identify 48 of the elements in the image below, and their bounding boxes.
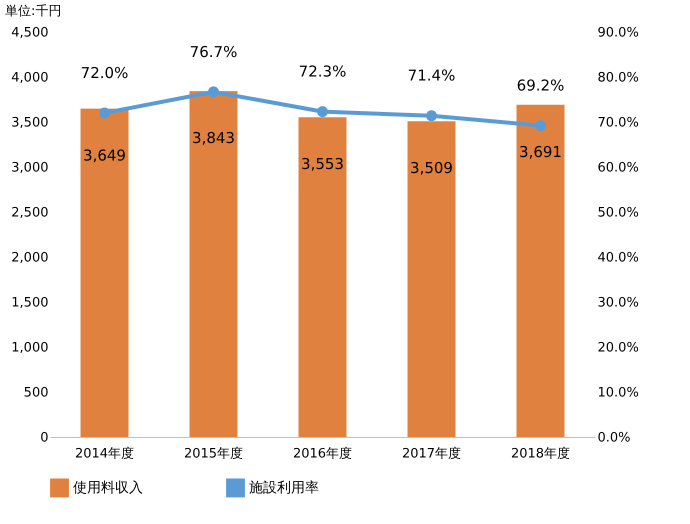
point [99,108,110,118]
data-label: 3,649 [83,146,126,165]
y-tick-label: 4,500 [11,26,48,40]
y2-tick-label: 80.0% [598,70,639,86]
data-label: 3,843 [192,129,235,148]
data-label: 71.4% [408,66,456,85]
y-tick-label: 500 [24,386,48,400]
y2-tick-label: 20.0% [598,340,639,356]
y2-tick-label: 10.0% [598,386,639,400]
y-tick-label: 1,000 [11,340,48,356]
y-tick-label: 1,500 [11,296,48,310]
y2-tick-label: 60.0% [598,160,639,176]
y-tick-label: 2,000 [11,250,48,266]
x-tick-label: 2016年度 [292,446,352,462]
x-tick-label: 2014年度 [74,446,134,462]
text: 単位:千円 [5,4,62,19]
legend-label: 使用料収入 [73,480,143,496]
y-tick-label: 3,000 [11,160,48,176]
bar [80,108,128,437]
point [535,120,546,132]
point [317,106,328,118]
x-tick-label: 2018年度 [510,446,570,462]
bar [298,117,346,437]
data-label: 69.2% [516,76,564,95]
bar [516,104,564,437]
y-tick-label: 4,000 [11,70,48,86]
y2-tick-label: 90.0% [598,26,639,40]
y2-tick-label: 0.0% [598,430,631,446]
data-label: 72.3% [298,62,346,81]
data-label: 3,553 [301,155,344,174]
bar [190,91,238,437]
point [426,110,437,122]
y2-tick-label: 70.0% [598,116,639,130]
data-label: 3,691 [519,142,562,161]
y-tick-label: 3,500 [11,116,48,130]
point [208,86,219,98]
bar [408,121,456,437]
y-tick-label: 2,500 [11,206,48,220]
data-label: 76.7% [190,42,238,61]
data-label: 72.0% [80,64,128,82]
y2-tick-label: 50.0% [598,206,639,220]
data-label: 3,509 [410,159,453,178]
y-tick-label: 0 [40,430,48,446]
x-tick-label: 2015年度 [184,446,244,462]
legend-label: 施設利用率 [249,480,319,496]
y2-tick-label: 40.0% [598,250,639,266]
x-tick-label: 2017年度 [402,446,462,462]
y2-tick-label: 30.0% [598,296,639,310]
